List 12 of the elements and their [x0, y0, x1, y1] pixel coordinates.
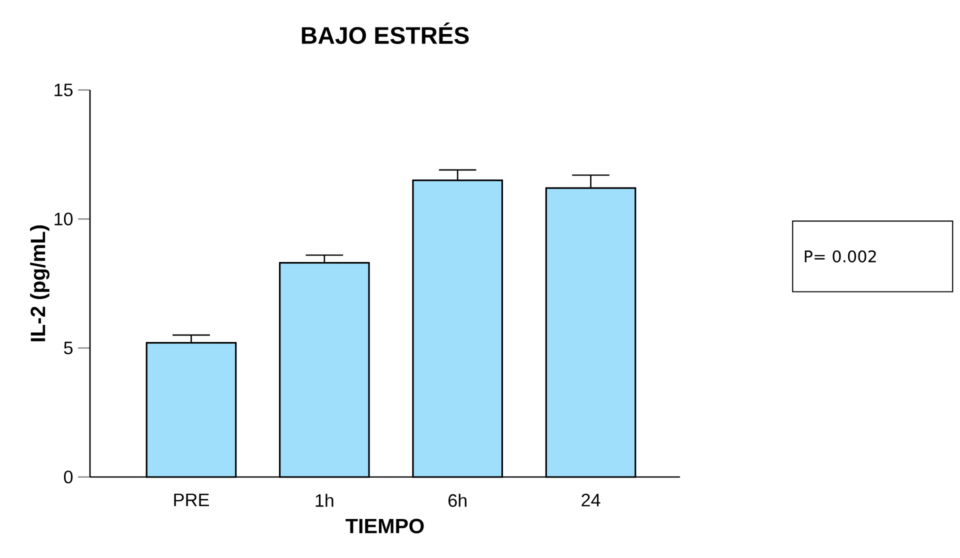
chart-title: BAJO ESTRÉS — [302, 22, 469, 44]
x-axis-title: TIEMPO — [346, 518, 424, 534]
y-tick-label: 15 — [54, 84, 73, 96]
x-tick-label: PRE — [174, 494, 209, 506]
y-tick-label: 0 — [64, 470, 73, 484]
text: P= 0.002 — [804, 250, 876, 262]
y-tick-label: 10 — [54, 212, 73, 226]
x-tick-label: 1h — [316, 494, 334, 507]
x-tick-label: 24 — [582, 494, 600, 506]
x-tick-label: 6h — [448, 494, 466, 507]
y-axis-title: IL-2 (pg/mL) — [30, 225, 50, 342]
y-tick-label: 5 — [64, 342, 73, 354]
